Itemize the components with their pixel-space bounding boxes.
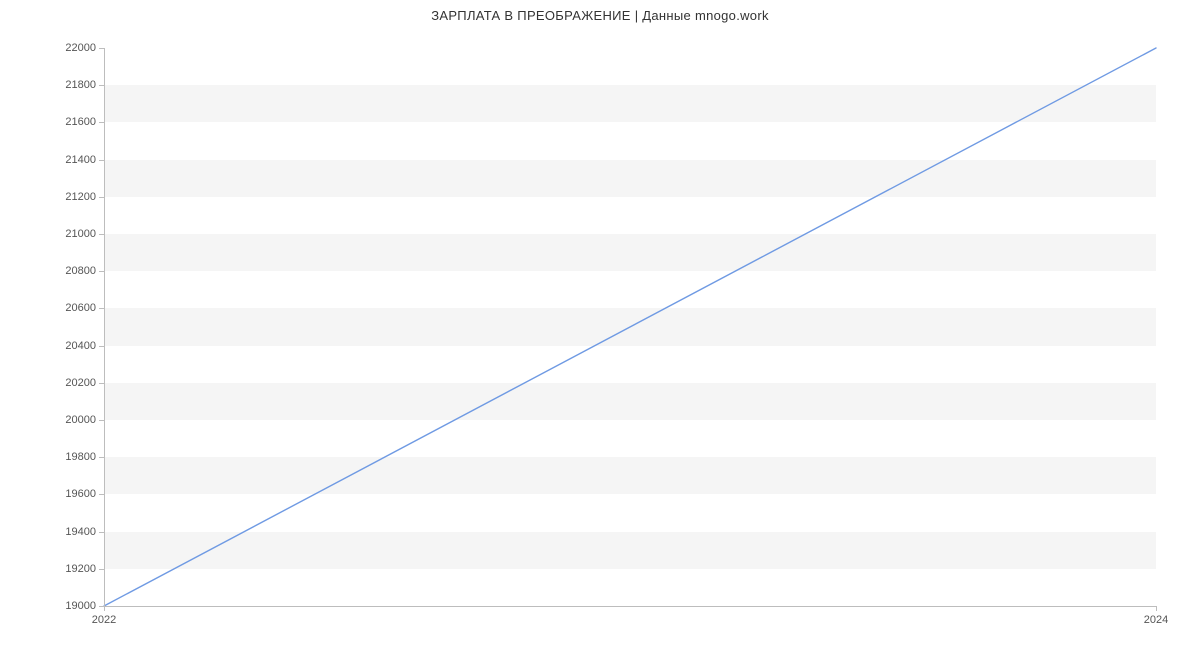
y-tick-label: 19400 bbox=[65, 526, 96, 538]
y-tick-label: 19000 bbox=[65, 600, 96, 612]
y-tick-label: 19600 bbox=[65, 488, 96, 500]
y-tick-label: 22000 bbox=[65, 42, 96, 54]
y-tick bbox=[99, 383, 104, 384]
y-tick bbox=[99, 569, 104, 570]
y-tick bbox=[99, 122, 104, 123]
y-tick-label: 19200 bbox=[65, 563, 96, 575]
x-tick bbox=[104, 606, 105, 611]
y-tick-label: 20800 bbox=[65, 265, 96, 277]
x-tick bbox=[1156, 606, 1157, 611]
chart-container: ЗАРПЛАТА В ПРЕОБРАЖЕНИЕ | Данные mnogo.w… bbox=[0, 0, 1200, 650]
y-tick-label: 21200 bbox=[65, 191, 96, 203]
y-tick bbox=[99, 234, 104, 235]
y-tick-label: 20400 bbox=[65, 340, 96, 352]
y-axis-line bbox=[104, 48, 105, 606]
y-tick-label: 21400 bbox=[65, 154, 96, 166]
y-tick bbox=[99, 457, 104, 458]
y-tick-label: 21000 bbox=[65, 228, 96, 240]
chart-title: ЗАРПЛАТА В ПРЕОБРАЖЕНИЕ | Данные mnogo.w… bbox=[0, 8, 1200, 23]
y-tick bbox=[99, 271, 104, 272]
y-tick-label: 19800 bbox=[65, 451, 96, 463]
series-line bbox=[104, 48, 1156, 606]
y-tick-label: 20000 bbox=[65, 414, 96, 426]
x-axis-line bbox=[104, 606, 1156, 607]
y-tick-label: 21600 bbox=[65, 116, 96, 128]
x-tick-label: 2024 bbox=[1144, 614, 1168, 626]
y-tick-label: 20600 bbox=[65, 302, 96, 314]
x-tick-label: 2022 bbox=[92, 614, 116, 626]
line-layer bbox=[104, 48, 1156, 606]
y-tick bbox=[99, 420, 104, 421]
y-tick bbox=[99, 532, 104, 533]
y-tick bbox=[99, 160, 104, 161]
y-tick bbox=[99, 85, 104, 86]
y-tick bbox=[99, 197, 104, 198]
y-tick bbox=[99, 48, 104, 49]
y-tick-label: 20200 bbox=[65, 377, 96, 389]
y-tick bbox=[99, 494, 104, 495]
y-tick bbox=[99, 346, 104, 347]
y-tick-label: 21800 bbox=[65, 79, 96, 91]
plot-area: 1900019200194001960019800200002020020400… bbox=[104, 48, 1156, 606]
y-tick bbox=[99, 308, 104, 309]
